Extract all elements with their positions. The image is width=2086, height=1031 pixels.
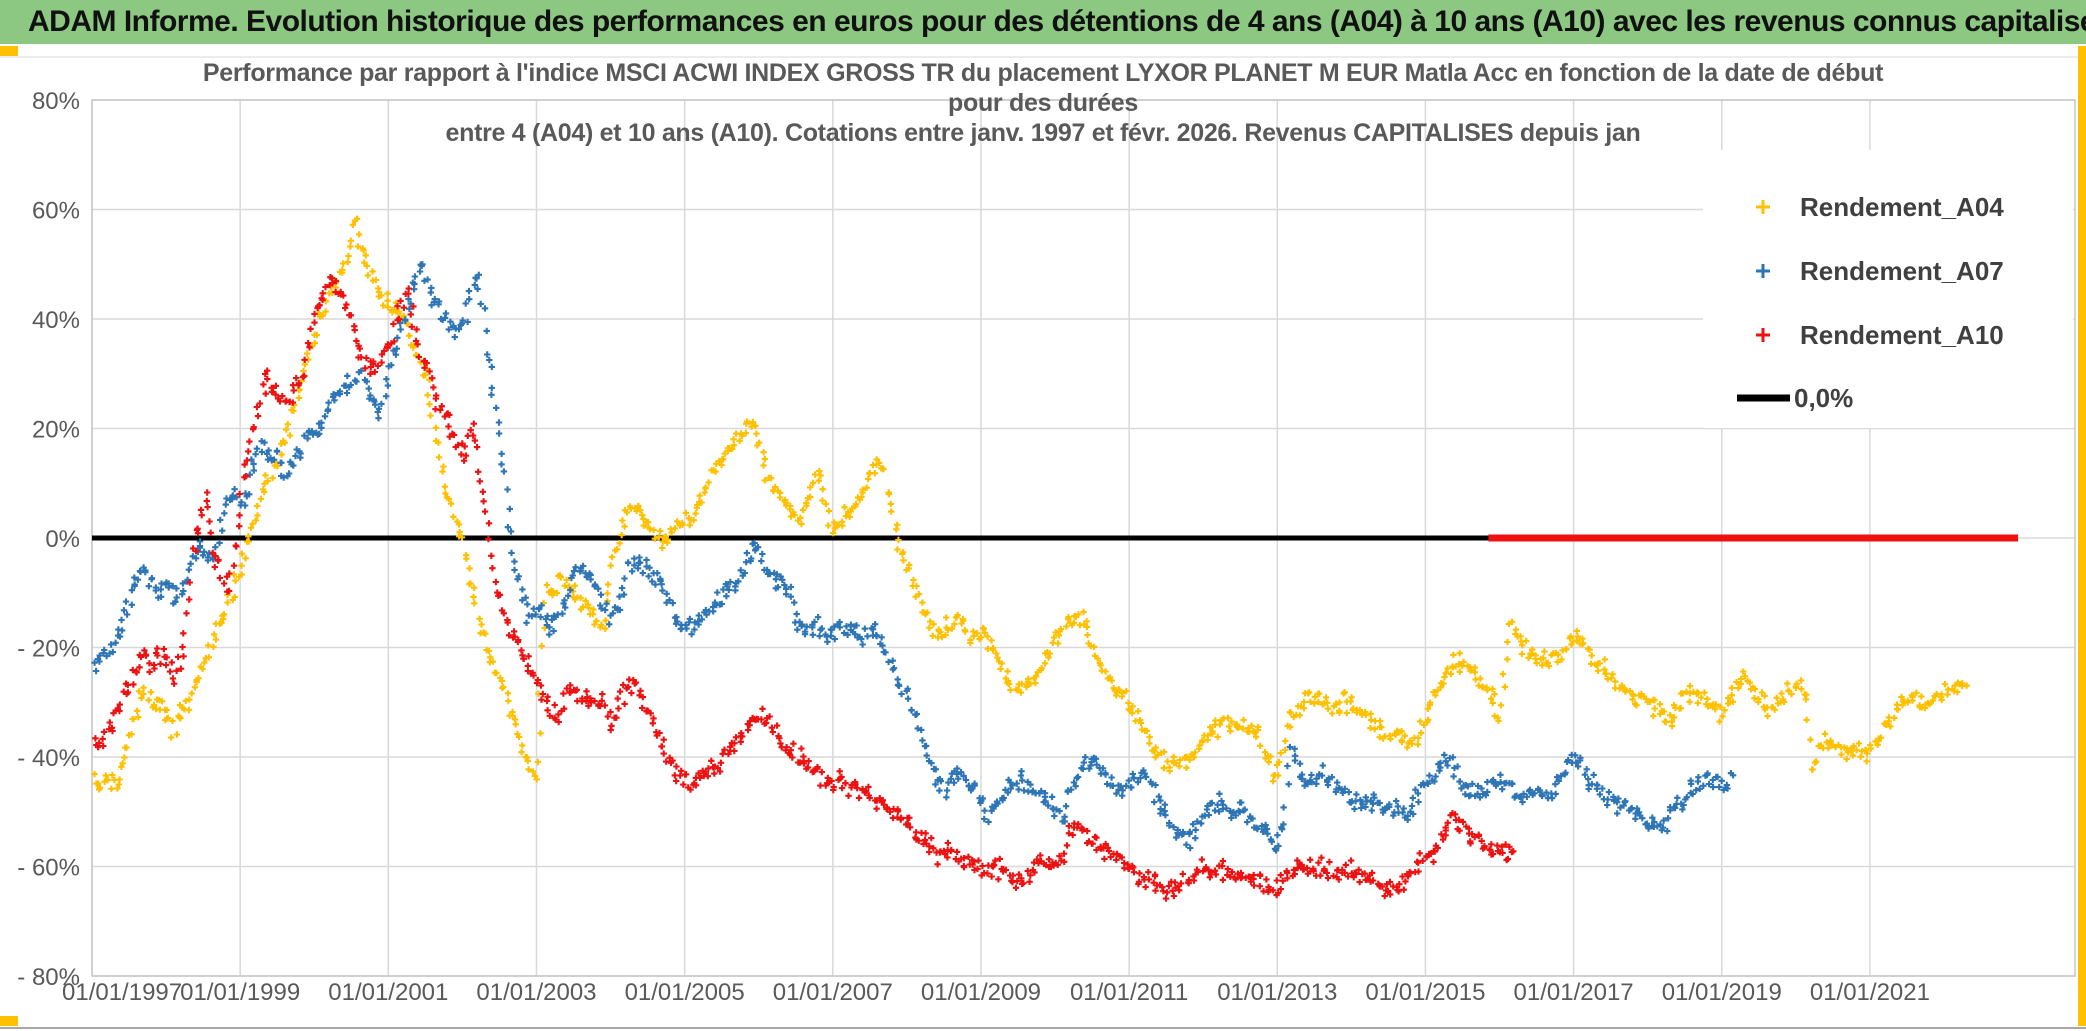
- x-axis-label: 01/01/1999: [180, 979, 300, 1006]
- x-axis-label: 01/01/2013: [1217, 979, 1337, 1006]
- accent-strip-right: [2078, 46, 2086, 1026]
- x-axis-label: 01/01/2005: [625, 979, 745, 1006]
- y-axis-label: 80%: [32, 88, 80, 115]
- legend-marker-icon: [1756, 328, 1770, 342]
- x-axis-label: 01/01/2019: [1662, 979, 1782, 1006]
- accent-tab-bottom-left: [0, 1016, 18, 1026]
- legend-label: 0,0%: [1794, 383, 1853, 413]
- x-axis-label: 01/01/2001: [328, 979, 448, 1006]
- y-axis-label: - 40%: [17, 745, 80, 772]
- y-axis-label: 40%: [32, 307, 80, 334]
- chart-title: Performance par rapport à l'indice MSCI …: [120, 58, 1966, 148]
- series-rendement_a10: [92, 274, 1517, 902]
- y-axis-label: - 20%: [17, 636, 80, 663]
- header-divider: [0, 56, 2086, 58]
- x-axis-label: 01/01/2021: [1810, 979, 1930, 1006]
- chart-title-line-2: pour des durées: [948, 89, 1138, 117]
- x-axis-label: 01/01/2003: [476, 979, 596, 1006]
- legend-marker-icon: [1756, 264, 1770, 278]
- legend-item-rendement-a10[interactable]: Rendement_A10: [1756, 320, 2004, 350]
- bottom-border: [0, 1027, 2086, 1029]
- series-rendement_a04: [91, 215, 1970, 793]
- y-axis-label: 60%: [32, 198, 80, 225]
- legend-background: [1703, 150, 2073, 428]
- x-axis-label: 01/01/2017: [1514, 979, 1634, 1006]
- accent-tab-top-left: [0, 46, 18, 56]
- page-header-bar: ADAM Informe. Evolution historique des p…: [0, 0, 2086, 44]
- legend-item-0-0-[interactable]: 0,0%: [1737, 383, 1853, 413]
- legend-label: Rendement_A07: [1800, 256, 2004, 286]
- x-axis-label: 01/01/2009: [921, 979, 1041, 1006]
- legend-label: Rendement_A10: [1800, 320, 2004, 350]
- y-axis-label: 20%: [32, 417, 80, 444]
- page-title: ADAM Informe. Evolution historique des p…: [28, 5, 2086, 38]
- x-axis-label: 01/01/2007: [773, 979, 893, 1006]
- chart-title-line-3: entre 4 (A04) et 10 ans (A10). Cotations…: [445, 119, 1641, 147]
- x-axis-label: 01/01/2015: [1365, 979, 1485, 1006]
- x-axis-label: 01/01/1997: [62, 979, 182, 1006]
- x-axis-label: 01/01/2011: [1070, 979, 1188, 1006]
- legend-label: Rendement_A04: [1800, 192, 2004, 222]
- y-axis-label: 0%: [45, 526, 80, 553]
- y-axis-label: - 60%: [17, 855, 80, 882]
- legend-item-rendement-a07[interactable]: Rendement_A07: [1756, 256, 2004, 286]
- legend-marker-icon: [1756, 200, 1770, 214]
- y-axis-label: - 80%: [17, 964, 80, 991]
- chart-title-line-1: Performance par rapport à l'indice MSCI …: [202, 59, 1884, 87]
- series-rendement_a07: [91, 261, 1737, 854]
- legend-item-rendement-a04[interactable]: Rendement_A04: [1756, 192, 2004, 222]
